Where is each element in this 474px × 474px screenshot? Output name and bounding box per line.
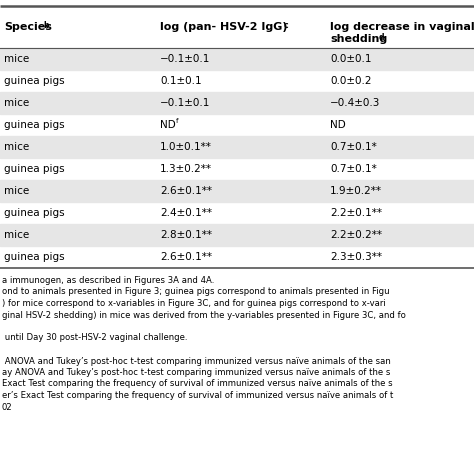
Text: guinea pigs: guinea pigs xyxy=(4,76,64,86)
Text: Species: Species xyxy=(4,22,52,32)
Text: 2.8±0.1**: 2.8±0.1** xyxy=(160,230,212,240)
Text: 2.4±0.1**: 2.4±0.1** xyxy=(160,208,212,218)
Text: 02: 02 xyxy=(2,402,13,411)
Text: mice: mice xyxy=(4,230,29,240)
Text: 2.2±0.1**: 2.2±0.1** xyxy=(330,208,382,218)
Text: 2.2±0.2**: 2.2±0.2** xyxy=(330,230,382,240)
Text: er’s Exact Test comparing the frequency of survival of immunized versus naïve an: er’s Exact Test comparing the frequency … xyxy=(2,391,393,400)
Text: until Day 30 post-HSV-2 vaginal challenge.: until Day 30 post-HSV-2 vaginal challeng… xyxy=(2,334,188,343)
Bar xyxy=(0,92,474,114)
Bar xyxy=(0,224,474,246)
Bar xyxy=(0,180,474,202)
Bar xyxy=(0,136,474,158)
Text: mice: mice xyxy=(4,98,29,108)
Text: a immunogen, as described in Figures 3A and 4A.: a immunogen, as described in Figures 3A … xyxy=(2,276,214,285)
Text: d: d xyxy=(379,33,384,42)
Text: 0.7±0.1*: 0.7±0.1* xyxy=(330,164,377,174)
Text: ond to animals presented in Figure 3; guinea pigs correspond to animals presente: ond to animals presented in Figure 3; gu… xyxy=(2,288,390,297)
Text: ) for mice correspond to x-variables in Figure 3C, and for guinea pigs correspon: ) for mice correspond to x-variables in … xyxy=(2,299,386,308)
Text: 2.6±0.1**: 2.6±0.1** xyxy=(160,186,212,196)
Text: ginal HSV-2 shedding) in mice was derived from the y-variables presented in Figu: ginal HSV-2 shedding) in mice was derive… xyxy=(2,310,406,319)
Text: b: b xyxy=(43,21,48,30)
Text: 0.1±0.1: 0.1±0.1 xyxy=(160,76,201,86)
Bar xyxy=(0,48,474,70)
Text: 2.6±0.1**: 2.6±0.1** xyxy=(160,252,212,262)
Text: 0.0±0.1: 0.0±0.1 xyxy=(330,54,372,64)
Text: 2.3±0.3**: 2.3±0.3** xyxy=(330,252,382,262)
Text: −0.1±0.1: −0.1±0.1 xyxy=(160,98,210,108)
Text: 1.9±0.2**: 1.9±0.2** xyxy=(330,186,382,196)
Text: log (pan- HSV-2 IgG): log (pan- HSV-2 IgG) xyxy=(160,22,288,32)
Text: ND: ND xyxy=(330,120,346,130)
Text: guinea pigs: guinea pigs xyxy=(4,252,64,262)
Text: −0.4±0.3: −0.4±0.3 xyxy=(330,98,380,108)
Text: mice: mice xyxy=(4,142,29,152)
Text: −0.1±0.1: −0.1±0.1 xyxy=(160,54,210,64)
Text: 1.3±0.2**: 1.3±0.2** xyxy=(160,164,212,174)
Text: guinea pigs: guinea pigs xyxy=(4,164,64,174)
Text: 0.7±0.1*: 0.7±0.1* xyxy=(330,142,377,152)
Text: ANOVA and Tukey’s post-hoc t-test comparing immunized versus naïve animals of th: ANOVA and Tukey’s post-hoc t-test compar… xyxy=(2,356,391,365)
Text: ay ANOVA and Tukey’s post-hoc t-test comparing immunized versus naïve animals of: ay ANOVA and Tukey’s post-hoc t-test com… xyxy=(2,368,391,377)
Text: c: c xyxy=(284,21,289,30)
Text: guinea pigs: guinea pigs xyxy=(4,208,64,218)
Text: f: f xyxy=(176,118,179,124)
Text: Exact Test comparing the frequency of survival of immunized versus naïve animals: Exact Test comparing the frequency of su… xyxy=(2,380,392,389)
Text: mice: mice xyxy=(4,186,29,196)
Text: shedding: shedding xyxy=(330,34,387,44)
Text: guinea pigs: guinea pigs xyxy=(4,120,64,130)
Text: mice: mice xyxy=(4,54,29,64)
Text: log decrease in vaginal HS-: log decrease in vaginal HS- xyxy=(330,22,474,32)
Text: ND: ND xyxy=(160,120,176,130)
Text: 1.0±0.1**: 1.0±0.1** xyxy=(160,142,212,152)
Text: 0.0±0.2: 0.0±0.2 xyxy=(330,76,372,86)
